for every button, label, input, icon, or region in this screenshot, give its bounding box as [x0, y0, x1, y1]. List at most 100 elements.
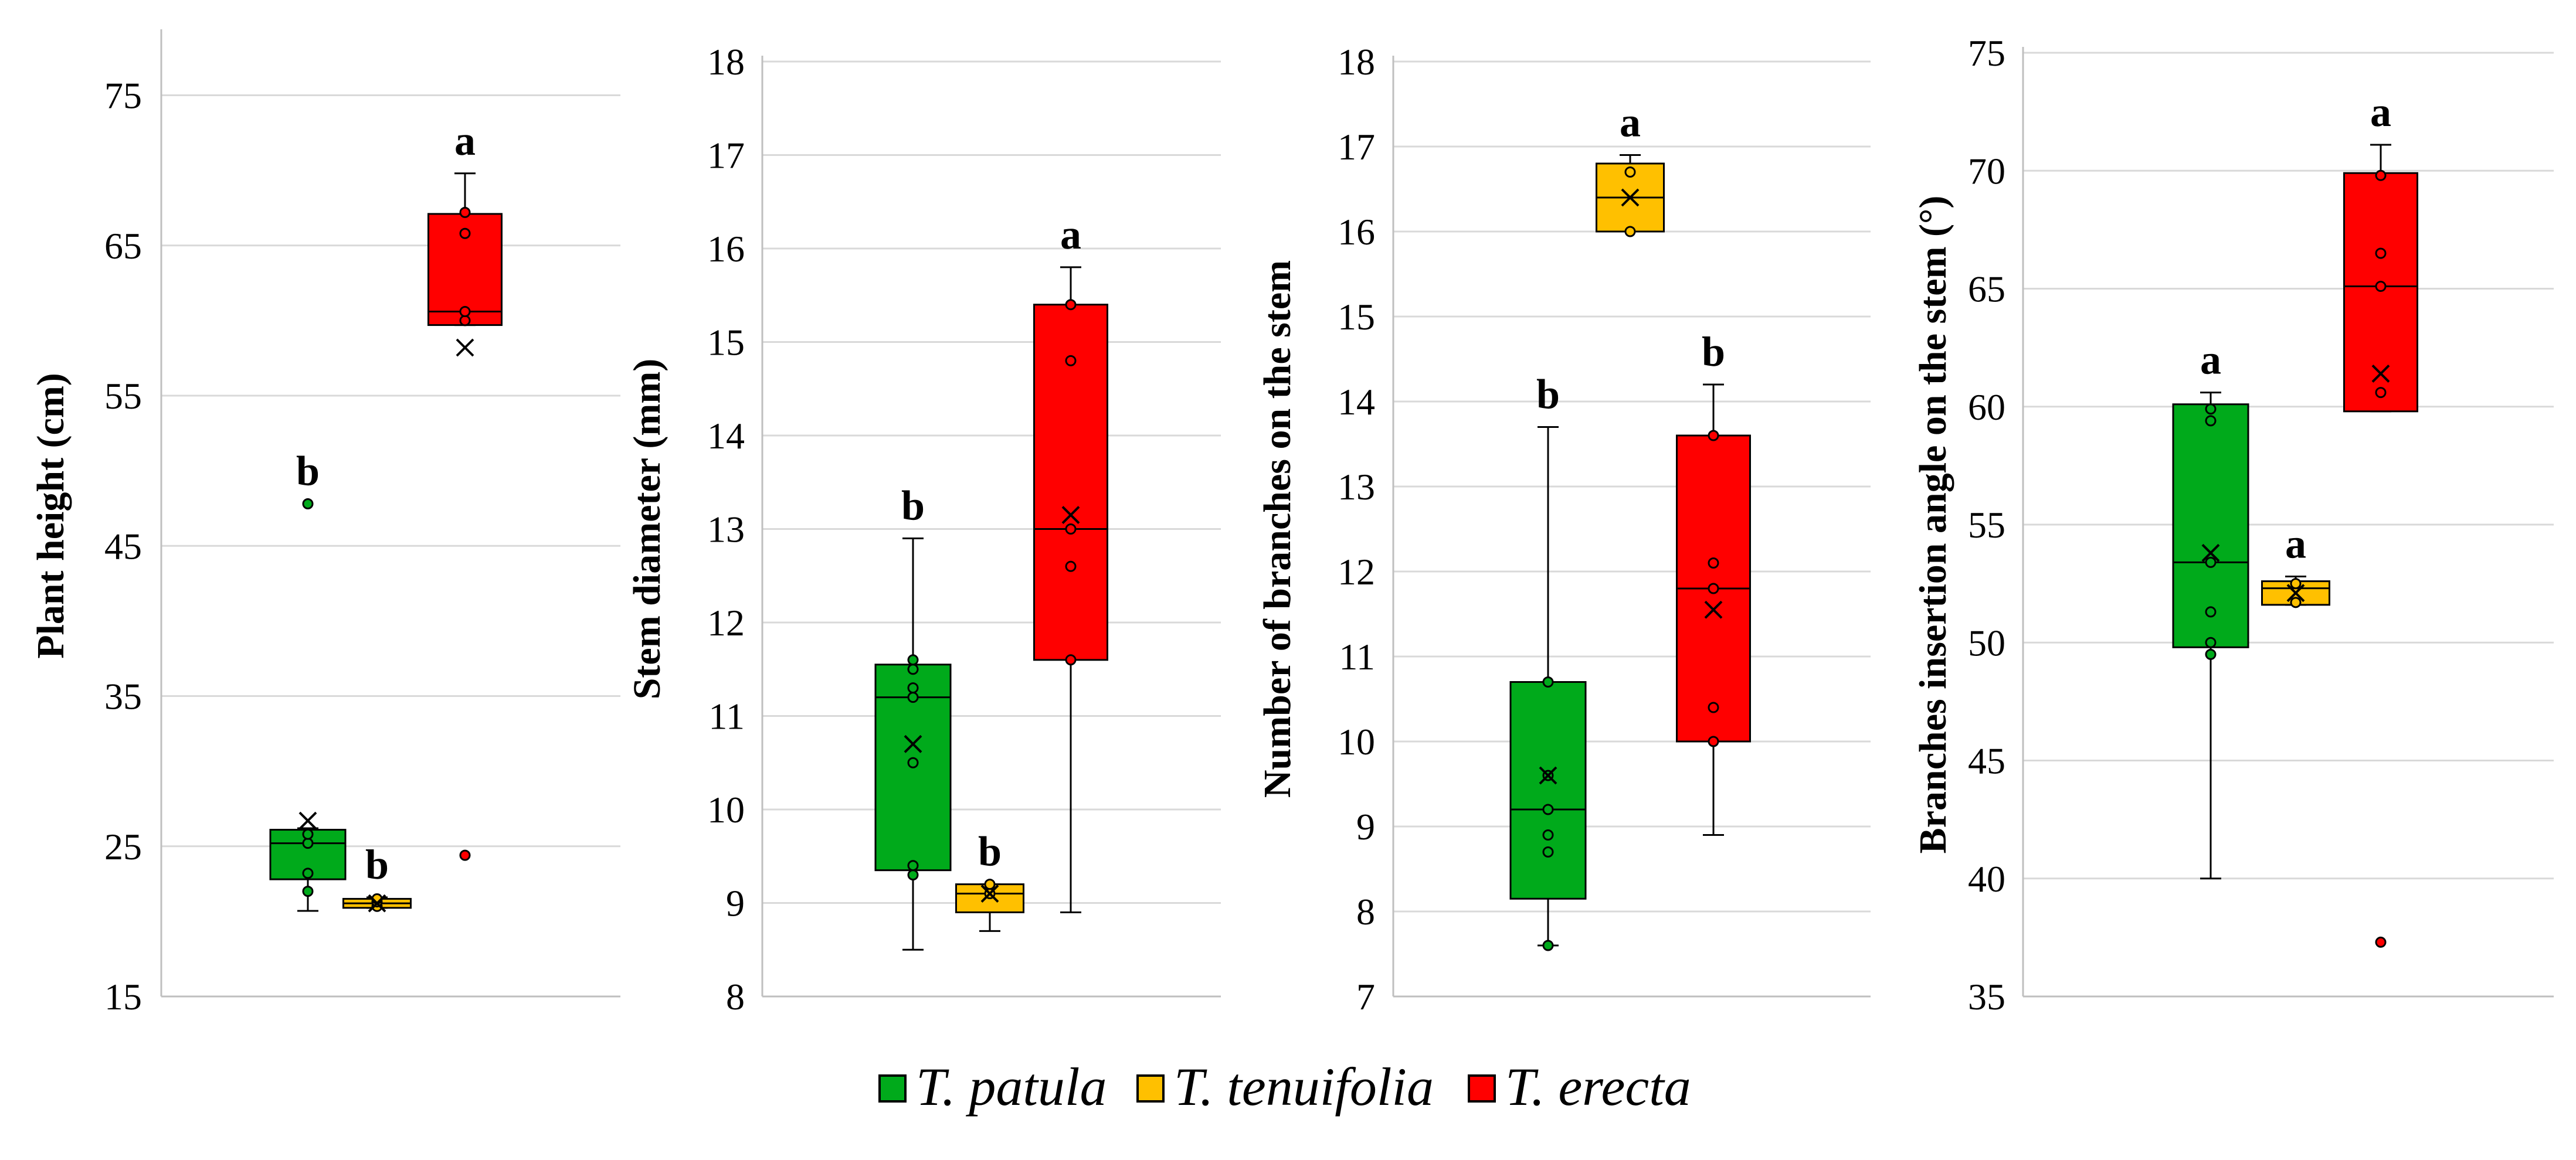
data-point [459, 206, 471, 218]
data-point [907, 869, 919, 881]
box-tpatula: b [269, 448, 347, 912]
y-tick-label: 65 [104, 225, 142, 267]
mean-marker [1061, 506, 1080, 524]
data-point [459, 227, 471, 239]
significance-letter: a [454, 117, 476, 164]
mean-marker [2371, 364, 2390, 383]
mean-marker [2201, 543, 2220, 562]
y-tick-label: 16 [1338, 211, 1375, 253]
mean-marker [2286, 584, 2305, 603]
box-ttenuifolia: a [2261, 521, 2330, 608]
data-point [2290, 578, 2302, 590]
data-point [459, 849, 471, 861]
box-tpatula: a [2172, 336, 2249, 880]
data-point [1542, 940, 1554, 951]
box-terecta: a [427, 117, 503, 861]
data-point [459, 306, 471, 317]
data-point [2205, 556, 2217, 568]
significance-letter: a [1620, 99, 1641, 146]
data-point [907, 692, 919, 703]
significance-letter: a [1060, 211, 1081, 258]
data-point [907, 654, 919, 666]
data-point [1708, 557, 1719, 569]
y-tick-label: 50 [1968, 622, 2005, 664]
mean-marker [368, 894, 386, 913]
data-point [984, 879, 996, 890]
data-point [1065, 560, 1077, 572]
box-tpatula: b [874, 482, 952, 951]
mean-marker [1621, 188, 1640, 207]
data-point [2375, 387, 2387, 399]
y-axis-label: Branches insertion angle on the stem (°) [1912, 196, 1954, 854]
data-point [2290, 597, 2302, 608]
significance-letter: a [2370, 89, 2391, 135]
mean-marker [456, 338, 474, 357]
data-point [1708, 430, 1719, 441]
data-point [302, 828, 314, 840]
significance-letter: b [978, 828, 1002, 875]
legend-label: T. tenuifolia [1174, 1057, 1434, 1117]
y-axis-label: Stem diameter (mm) [626, 359, 668, 700]
y-tick-label: 15 [104, 976, 142, 1018]
legend-item: T. patula [878, 1057, 1107, 1117]
legend-label: T. erecta [1505, 1057, 1691, 1117]
legend-swatch [1468, 1074, 1496, 1103]
chart-panel-2: 8 9 10 11 12 13 14 15 16 17 18 Stem diameter (mm) b b… [626, 41, 1221, 1018]
y-tick-label: 70 [1968, 150, 2005, 192]
y-tick-label: 18 [707, 41, 745, 83]
data-point [1542, 829, 1554, 841]
y-tick-label: 16 [707, 228, 745, 270]
data-point [1708, 702, 1719, 713]
y-tick-label: 35 [104, 676, 142, 717]
significance-letter: b [1702, 328, 1725, 375]
data-point [1624, 166, 1636, 178]
chart-panel-4: 35 40 45 50 55 60 65 70 75 Branches insertion ang… [1912, 32, 2554, 1018]
legend-swatch [1136, 1074, 1165, 1103]
data-point [302, 838, 314, 849]
significance-letter: a [2285, 521, 2306, 567]
data-point [2205, 403, 2217, 415]
data-point [302, 498, 314, 509]
data-point [1065, 523, 1077, 535]
legend: T. patula T. tenuifolia T. erecta [878, 1057, 1691, 1117]
significance-letter: b [901, 482, 925, 529]
y-tick-label: 9 [726, 883, 745, 924]
chart-panel-1: 15 25 35 45 55 65 75 Plant height (cm) b b a [29, 29, 620, 1018]
y-tick-label: 14 [1338, 381, 1375, 423]
y-tick-label: 10 [1338, 721, 1375, 763]
significance-letter: b [1536, 371, 1560, 418]
y-tick-label: 12 [1338, 551, 1375, 593]
mean-marker [1704, 600, 1723, 619]
significance-letter: a [2200, 336, 2221, 383]
y-tick-label: 60 [1968, 386, 2005, 428]
y-tick-label: 55 [104, 375, 142, 417]
chart-panels: 15 25 35 45 55 65 75 Plant height (cm) b b a 8 9 10 11… [29, 29, 2554, 1018]
y-tick-label: 10 [707, 789, 745, 831]
y-tick-label: 13 [1338, 466, 1375, 508]
data-point [1065, 299, 1077, 311]
data-point [2375, 280, 2387, 292]
y-tick-label: 11 [1339, 636, 1375, 678]
y-tick-label: 8 [1356, 891, 1375, 933]
y-tick-label: 9 [1356, 806, 1375, 848]
chart-panel-3: 7 8 9 10 11 12 13 14 15 16 17 18 Number of branches … [1256, 41, 1871, 1018]
y-tick-label: 75 [1968, 32, 2005, 74]
significance-letter: b [296, 448, 320, 495]
data-point [1708, 736, 1719, 747]
y-tick-label: 14 [707, 415, 745, 457]
data-point [1708, 583, 1719, 594]
legend-item: T. erecta [1468, 1057, 1691, 1117]
data-point [459, 315, 471, 326]
y-axis-label: Plant height (cm) [29, 373, 72, 659]
data-point [907, 664, 919, 675]
box-ttenuifolia: b [342, 841, 412, 913]
mean-marker [298, 811, 317, 830]
y-tick-label: 15 [707, 322, 745, 363]
y-tick-label: 11 [708, 696, 745, 737]
box-terecta: b [1676, 328, 1751, 836]
data-point [1065, 654, 1077, 666]
y-tick-label: 45 [1968, 740, 2005, 782]
y-tick-label: 17 [1338, 126, 1375, 168]
data-point [2205, 637, 2217, 648]
